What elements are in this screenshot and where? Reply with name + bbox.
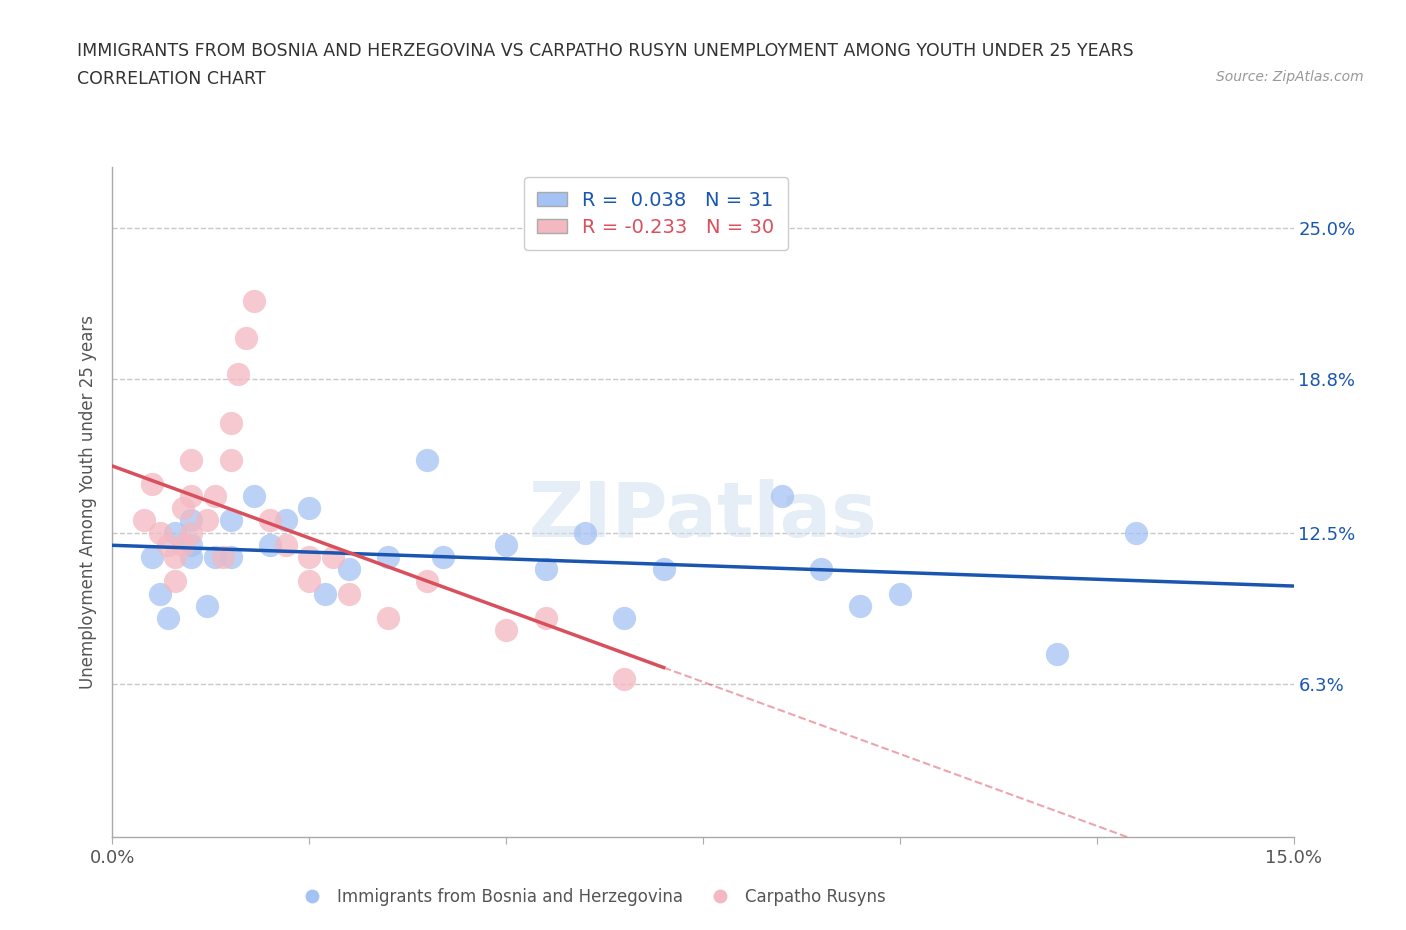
Point — [432, 550, 454, 565]
Point — [180, 513, 202, 528]
Point — [377, 610, 399, 625]
Point — [195, 598, 218, 613]
Point — [165, 550, 187, 565]
Point — [574, 525, 596, 540]
Point — [298, 550, 321, 565]
Point — [810, 562, 832, 577]
Point — [219, 416, 242, 431]
Point — [172, 538, 194, 552]
Point — [180, 525, 202, 540]
Point — [416, 452, 439, 467]
Point — [495, 622, 517, 637]
Legend: R =  0.038   N = 31, R = -0.233   N = 30: R = 0.038 N = 31, R = -0.233 N = 30 — [523, 177, 787, 250]
Point — [219, 452, 242, 467]
Point — [149, 586, 172, 601]
Point — [243, 294, 266, 309]
Point — [132, 513, 155, 528]
Point — [534, 610, 557, 625]
Point — [141, 476, 163, 491]
Point — [156, 610, 179, 625]
Point — [377, 550, 399, 565]
Point — [219, 513, 242, 528]
Legend: Immigrants from Bosnia and Herzegovina, Carpatho Rusyns: Immigrants from Bosnia and Herzegovina, … — [288, 881, 893, 912]
Point — [652, 562, 675, 577]
Point — [243, 488, 266, 503]
Point — [172, 501, 194, 516]
Point — [613, 610, 636, 625]
Point — [849, 598, 872, 613]
Point — [770, 488, 793, 503]
Point — [274, 538, 297, 552]
Point — [259, 538, 281, 552]
Point — [156, 538, 179, 552]
Point — [195, 513, 218, 528]
Point — [1125, 525, 1147, 540]
Point — [298, 574, 321, 589]
Point — [204, 488, 226, 503]
Text: CORRELATION CHART: CORRELATION CHART — [77, 70, 266, 87]
Text: ZIPatlas: ZIPatlas — [529, 479, 877, 552]
Point — [613, 671, 636, 686]
Point — [314, 586, 336, 601]
Point — [235, 330, 257, 345]
Point — [889, 586, 911, 601]
Point — [165, 525, 187, 540]
Point — [274, 513, 297, 528]
Text: Source: ZipAtlas.com: Source: ZipAtlas.com — [1216, 70, 1364, 84]
Point — [211, 550, 233, 565]
Point — [204, 550, 226, 565]
Point — [180, 452, 202, 467]
Point — [259, 513, 281, 528]
Y-axis label: Unemployment Among Youth under 25 years: Unemployment Among Youth under 25 years — [79, 315, 97, 689]
Point — [141, 550, 163, 565]
Point — [165, 574, 187, 589]
Point — [180, 550, 202, 565]
Point — [149, 525, 172, 540]
Point — [416, 574, 439, 589]
Point — [1046, 647, 1069, 662]
Point — [495, 538, 517, 552]
Point — [180, 538, 202, 552]
Point — [298, 501, 321, 516]
Point — [322, 550, 344, 565]
Point — [337, 586, 360, 601]
Point — [180, 488, 202, 503]
Point — [219, 550, 242, 565]
Text: IMMIGRANTS FROM BOSNIA AND HERZEGOVINA VS CARPATHO RUSYN UNEMPLOYMENT AMONG YOUT: IMMIGRANTS FROM BOSNIA AND HERZEGOVINA V… — [77, 42, 1135, 60]
Point — [534, 562, 557, 577]
Point — [337, 562, 360, 577]
Point — [228, 367, 250, 382]
